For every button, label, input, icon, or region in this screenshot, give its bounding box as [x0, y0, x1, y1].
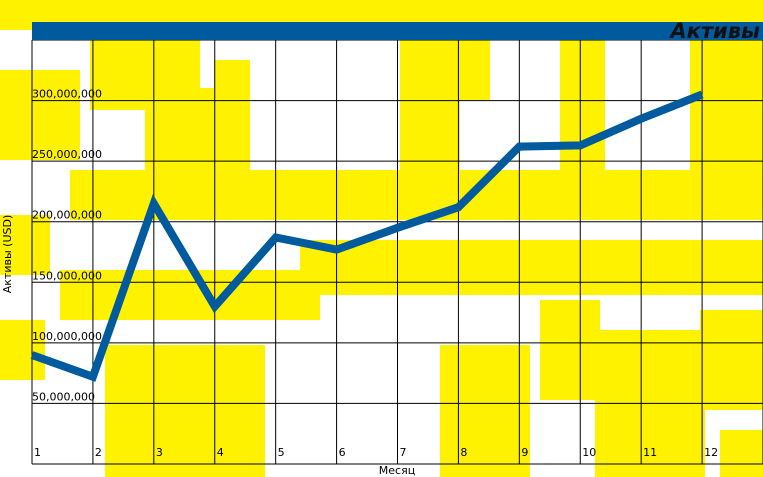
brush-stroke	[700, 310, 763, 410]
x-tick-label: 9	[521, 446, 528, 459]
y-tick-label: 200,000,000	[32, 209, 102, 222]
data-point	[579, 144, 581, 146]
x-tick-label: 6	[339, 446, 346, 459]
series-line	[30, 90, 704, 382]
data-point	[31, 354, 33, 356]
x-tick-label: 8	[460, 446, 467, 459]
brush-stroke	[300, 240, 763, 295]
x-tick-label: 2	[95, 446, 102, 459]
brush-stroke	[0, 70, 80, 160]
brush-stroke	[440, 345, 530, 477]
data-point	[518, 146, 520, 148]
brush-stroke	[70, 170, 763, 220]
x-axis-title: Месяц	[379, 464, 415, 477]
brush-stroke	[0, 320, 45, 380]
x-tick-label: 4	[217, 446, 224, 459]
data-point	[214, 306, 216, 308]
x-tick-label: 7	[400, 446, 407, 459]
y-axis-tick-labels: 50,000,000 100,000,000 150,000,000 200,000,…	[32, 88, 102, 404]
y-tick-label: 150,000,000	[32, 269, 102, 282]
x-tick-label: 3	[156, 446, 163, 459]
brush-stroke	[0, 215, 50, 275]
data-point	[701, 94, 703, 96]
brush-stroke	[720, 430, 763, 477]
data-point	[397, 227, 398, 229]
x-tick-label: 11	[643, 446, 657, 459]
vertical-gridlines	[31, 40, 763, 464]
data-point	[153, 203, 155, 205]
x-tick-label: 1	[34, 446, 41, 459]
x-tick-label: 10	[582, 446, 596, 459]
y-tick-label: 250,000,000	[32, 148, 102, 161]
data-point	[640, 118, 642, 120]
y-tick-label: 50,000,000	[32, 390, 95, 403]
x-axis-tick-labels: 1 2 3 4 5 6 7 8 9 10 11 12	[34, 446, 718, 459]
brush-stroke	[430, 40, 490, 100]
data-point	[275, 236, 277, 238]
y-tick-label: 100,000,000	[32, 330, 102, 343]
series-group	[30, 90, 704, 382]
brush-stroke	[105, 345, 265, 477]
data-point	[92, 376, 94, 378]
data-point	[457, 206, 459, 208]
brush-stroke	[690, 40, 763, 180]
brush-stroke	[60, 270, 320, 320]
data-point	[336, 249, 338, 251]
brush-stroke	[215, 60, 250, 180]
x-tick-label: 5	[278, 446, 285, 459]
title-bar	[32, 22, 763, 40]
y-axis-title: Активы (USD)	[1, 215, 14, 293]
brush-stroke	[540, 300, 600, 400]
chart-title: Активы	[668, 19, 760, 43]
x-tick-label: 12	[704, 446, 718, 459]
y-tick-label: 300,000,000	[32, 88, 102, 101]
